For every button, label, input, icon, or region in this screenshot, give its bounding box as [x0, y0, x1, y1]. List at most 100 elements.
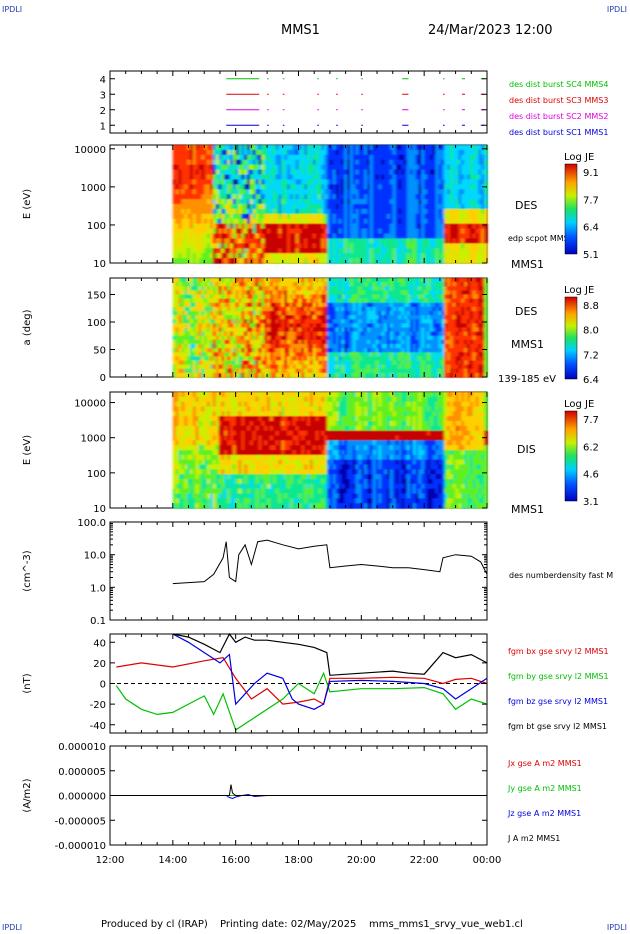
spectrogram-cell — [275, 282, 280, 287]
spectrogram-cell — [372, 258, 377, 264]
spectrogram-cell — [204, 238, 208, 244]
spectrogram-cell — [469, 243, 474, 249]
spectrogram-cell — [384, 149, 388, 156]
spectrogram-cell — [209, 238, 214, 244]
spectrogram-cell — [341, 179, 345, 185]
spectrogram-cell — [432, 339, 437, 345]
spectrogram-cell — [192, 248, 197, 254]
spectrogram-cell — [389, 174, 394, 181]
spectrogram-cell — [364, 228, 368, 235]
spectrogram-cell — [472, 179, 477, 185]
spectrogram-cell — [187, 228, 191, 235]
spectrogram-cell — [324, 294, 328, 300]
spectrogram-cell — [247, 298, 251, 304]
spectrogram-cell — [364, 302, 368, 308]
spectrogram-cell — [201, 159, 205, 166]
spectrogram-cell — [235, 238, 240, 244]
spectrogram-cell — [415, 243, 420, 249]
spectrogram-cell — [264, 339, 268, 345]
spectrogram-cell — [184, 243, 188, 249]
spectrogram-cell — [224, 223, 228, 230]
spectrogram-cell — [229, 223, 234, 230]
spectrogram-cell — [475, 243, 480, 249]
spectrogram-cell — [181, 344, 185, 349]
spectrogram-cell — [338, 278, 342, 283]
spectrogram-cell — [429, 238, 434, 244]
spectrogram-cell — [301, 327, 305, 333]
spectrogram-cell — [187, 298, 191, 304]
spectrogram-cell — [347, 352, 351, 357]
spectrogram-cell — [424, 213, 428, 220]
spectrogram-cell — [204, 228, 208, 235]
spectrogram-cell — [415, 164, 420, 171]
spectrogram-cell — [375, 174, 380, 181]
spectrogram-cell — [187, 286, 191, 291]
spectrogram-cell — [469, 159, 474, 166]
spectrogram-cell — [395, 189, 400, 195]
spectrogram-cell — [261, 204, 265, 210]
spectrogram-cell — [372, 184, 377, 190]
spectrogram-cell — [232, 286, 237, 291]
spectrogram-cell — [335, 364, 340, 370]
spectrogram-cell — [255, 204, 260, 210]
spectrogram-cell — [389, 218, 394, 225]
spectrogram-cell — [175, 145, 180, 151]
spectrogram-cell — [301, 323, 305, 329]
spectrogram-cell — [418, 335, 422, 341]
spectrogram-cell — [184, 315, 188, 320]
spectrogram-cell — [467, 253, 471, 259]
spectrogram-cell — [295, 348, 300, 353]
spectrogram-cell — [352, 204, 357, 210]
spectrogram-cell — [215, 352, 220, 357]
spectrogram-cell — [398, 199, 402, 205]
spectrogram-cell — [427, 248, 431, 254]
spectrogram-cell — [181, 174, 185, 181]
spectrogram-cell — [441, 238, 445, 244]
spectrogram-cell — [364, 364, 368, 370]
spectrogram-cell — [207, 149, 211, 156]
spectrogram-cell — [335, 149, 340, 156]
spectrogram-cell — [349, 360, 354, 366]
spectrogram-cell — [212, 154, 217, 161]
spectrogram-cell — [241, 331, 245, 337]
spectrogram-cell — [472, 149, 477, 156]
spectrogram-cell — [355, 233, 360, 240]
spectrogram-cell — [281, 302, 285, 308]
spectrogram-cell — [449, 174, 454, 181]
spectrogram-cell — [441, 294, 445, 300]
spectrogram-cell — [398, 364, 402, 370]
spectrogram-cell — [264, 228, 268, 235]
spectrogram-cell — [469, 204, 474, 210]
spectrogram-cell — [264, 323, 268, 329]
spectrogram-cell — [281, 335, 285, 341]
spectrogram-cell — [472, 204, 477, 210]
spectrogram-cell — [332, 169, 337, 176]
spectrogram-cell — [218, 352, 222, 357]
spectrogram-cell — [349, 294, 354, 300]
spectrogram-cell — [372, 223, 377, 230]
spectrogram-cell — [272, 335, 277, 341]
spectrogram-cell — [329, 302, 334, 308]
spectrogram-cell — [295, 323, 300, 329]
spectrogram-cell — [369, 319, 374, 324]
spectrogram-cell — [278, 218, 282, 225]
spectrogram-cell — [332, 315, 337, 320]
spectrogram-cell — [249, 344, 254, 349]
spectrogram-cell — [187, 233, 191, 240]
spectrogram-cell — [218, 169, 222, 176]
spectrogram-cell — [361, 315, 365, 320]
spectrogram-cell — [389, 306, 394, 312]
spectrogram-cell — [252, 335, 257, 341]
spectrogram-cell — [404, 294, 408, 300]
spectrogram-cell — [201, 290, 205, 296]
spectrogram-cell — [295, 208, 300, 215]
spectrogram-cell — [441, 199, 445, 205]
spectrogram-cell — [315, 372, 320, 378]
spectrogram-cell — [324, 315, 328, 320]
spectrogram-cell — [229, 248, 234, 254]
spectrogram-cell — [207, 194, 211, 200]
spectrogram-cell — [395, 331, 400, 337]
spectrogram-cell — [212, 294, 217, 300]
spectrogram-cell — [421, 189, 425, 195]
spectrogram-cell — [264, 238, 268, 244]
